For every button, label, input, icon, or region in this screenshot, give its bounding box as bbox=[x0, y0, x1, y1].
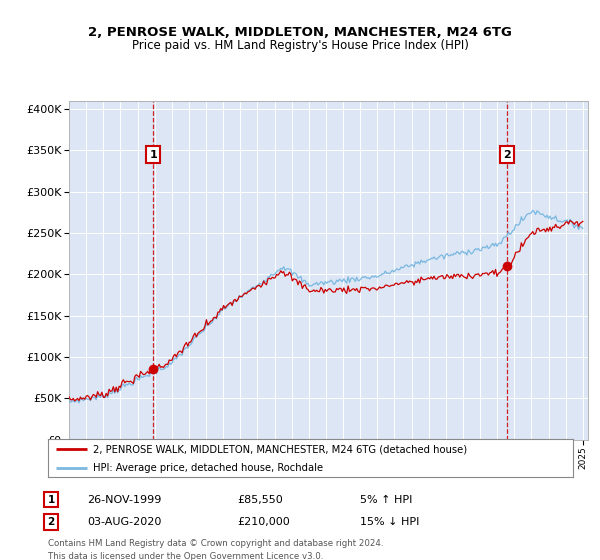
Text: 2, PENROSE WALK, MIDDLETON, MANCHESTER, M24 6TG: 2, PENROSE WALK, MIDDLETON, MANCHESTER, … bbox=[88, 26, 512, 39]
Text: Price paid vs. HM Land Registry's House Price Index (HPI): Price paid vs. HM Land Registry's House … bbox=[131, 39, 469, 53]
Text: 15% ↓ HPI: 15% ↓ HPI bbox=[360, 517, 419, 527]
Text: 2, PENROSE WALK, MIDDLETON, MANCHESTER, M24 6TG (detached house): 2, PENROSE WALK, MIDDLETON, MANCHESTER, … bbox=[92, 444, 467, 454]
Text: 2: 2 bbox=[503, 150, 511, 160]
Text: 1: 1 bbox=[149, 150, 157, 160]
Text: 03-AUG-2020: 03-AUG-2020 bbox=[87, 517, 161, 527]
Text: £210,000: £210,000 bbox=[237, 517, 290, 527]
Text: £85,550: £85,550 bbox=[237, 494, 283, 505]
Text: 5% ↑ HPI: 5% ↑ HPI bbox=[360, 494, 412, 505]
Text: HPI: Average price, detached house, Rochdale: HPI: Average price, detached house, Roch… bbox=[92, 463, 323, 473]
Text: 1: 1 bbox=[47, 494, 55, 505]
Text: Contains HM Land Registry data © Crown copyright and database right 2024.
This d: Contains HM Land Registry data © Crown c… bbox=[48, 539, 383, 560]
Text: 2: 2 bbox=[47, 517, 55, 527]
Text: 26-NOV-1999: 26-NOV-1999 bbox=[87, 494, 161, 505]
